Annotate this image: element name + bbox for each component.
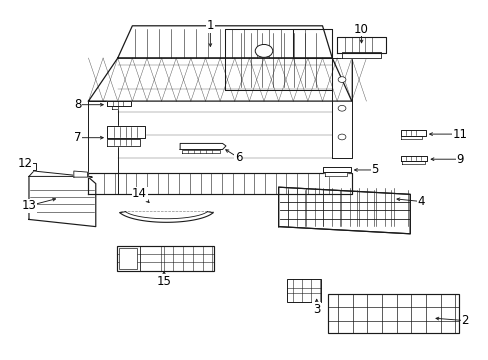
Polygon shape <box>29 176 96 226</box>
Bar <box>328 294 458 333</box>
Polygon shape <box>180 143 225 149</box>
Text: 9: 9 <box>455 153 463 166</box>
Polygon shape <box>278 187 409 234</box>
Polygon shape <box>112 107 118 109</box>
Text: 7: 7 <box>74 131 81 144</box>
Text: 12: 12 <box>18 157 33 170</box>
Bar <box>117 246 214 271</box>
Polygon shape <box>118 26 331 58</box>
Polygon shape <box>107 101 131 107</box>
Text: 8: 8 <box>74 98 81 111</box>
Polygon shape <box>182 149 220 153</box>
Bar <box>287 279 320 302</box>
Polygon shape <box>400 156 427 161</box>
Polygon shape <box>107 126 144 138</box>
Circle shape <box>255 44 272 57</box>
Text: 13: 13 <box>21 199 36 212</box>
Text: 2: 2 <box>460 314 468 327</box>
Text: 5: 5 <box>371 163 378 176</box>
Polygon shape <box>88 173 351 194</box>
Polygon shape <box>400 135 422 139</box>
Circle shape <box>337 105 345 111</box>
Text: 1: 1 <box>206 19 214 32</box>
Circle shape <box>337 77 345 82</box>
Polygon shape <box>336 37 385 53</box>
Polygon shape <box>325 172 346 176</box>
Polygon shape <box>120 212 213 222</box>
Text: 10: 10 <box>353 23 368 36</box>
Circle shape <box>337 134 345 140</box>
Text: 14: 14 <box>132 187 147 200</box>
Polygon shape <box>293 30 331 58</box>
Polygon shape <box>331 58 351 158</box>
Polygon shape <box>24 163 36 170</box>
Text: 11: 11 <box>451 127 467 141</box>
Polygon shape <box>341 52 380 58</box>
Text: 4: 4 <box>416 195 424 208</box>
Text: 6: 6 <box>234 151 242 164</box>
Bar <box>119 248 137 269</box>
Polygon shape <box>29 171 92 177</box>
Polygon shape <box>88 101 118 194</box>
Polygon shape <box>401 161 424 164</box>
Polygon shape <box>88 58 351 101</box>
Text: 3: 3 <box>312 303 320 316</box>
Polygon shape <box>224 30 331 90</box>
Polygon shape <box>322 167 350 172</box>
Polygon shape <box>74 171 87 177</box>
Polygon shape <box>107 139 140 146</box>
Text: 15: 15 <box>156 275 171 288</box>
Polygon shape <box>400 130 425 135</box>
